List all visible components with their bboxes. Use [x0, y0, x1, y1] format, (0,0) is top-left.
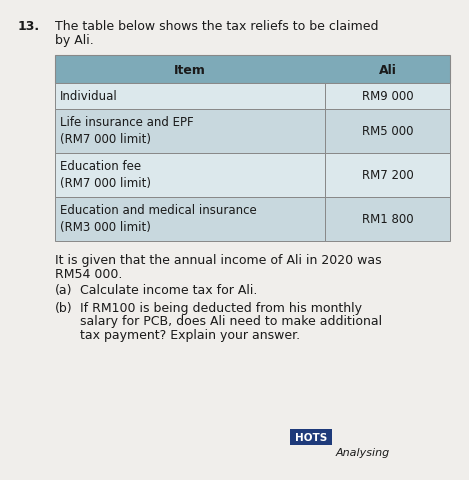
- Text: Calculate income tax for Ali.: Calculate income tax for Ali.: [80, 283, 257, 296]
- Text: RM54 000.: RM54 000.: [55, 267, 122, 280]
- Text: Analysing: Analysing: [336, 447, 390, 457]
- Text: 13.: 13.: [18, 20, 40, 33]
- Text: (b): (b): [55, 301, 73, 314]
- Bar: [325, 198, 450, 241]
- Text: Education fee
(RM7 000 limit): Education fee (RM7 000 limit): [60, 160, 151, 190]
- Text: HOTS: HOTS: [295, 432, 327, 442]
- Text: tax payment? Explain your answer.: tax payment? Explain your answer.: [80, 328, 300, 341]
- Bar: [55, 110, 325, 154]
- Bar: [55, 198, 325, 241]
- Bar: [290, 429, 332, 445]
- Text: RM9 000: RM9 000: [362, 90, 413, 103]
- Bar: [55, 154, 325, 198]
- Bar: [325, 110, 450, 154]
- Bar: [55, 56, 450, 84]
- Text: by Ali.: by Ali.: [55, 34, 94, 47]
- Text: It is given that the annual income of Ali in 2020 was: It is given that the annual income of Al…: [55, 253, 382, 266]
- Text: (a): (a): [55, 283, 73, 296]
- Text: salary for PCB, does Ali need to make additional: salary for PCB, does Ali need to make ad…: [80, 315, 382, 328]
- Text: Item: Item: [174, 63, 206, 76]
- Text: RM7 200: RM7 200: [362, 169, 413, 182]
- Text: RM1 800: RM1 800: [362, 213, 413, 226]
- Bar: [55, 84, 325, 110]
- Bar: [325, 84, 450, 110]
- Bar: [325, 154, 450, 198]
- Text: Education and medical insurance
(RM3 000 limit): Education and medical insurance (RM3 000…: [60, 204, 257, 233]
- Text: If RM100 is being deducted from his monthly: If RM100 is being deducted from his mont…: [80, 301, 362, 314]
- Text: Individual: Individual: [60, 90, 118, 103]
- Text: RM5 000: RM5 000: [362, 125, 413, 138]
- Text: Life insurance and EPF
(RM7 000 limit): Life insurance and EPF (RM7 000 limit): [60, 116, 194, 146]
- Text: The table below shows the tax reliefs to be claimed: The table below shows the tax reliefs to…: [55, 20, 378, 33]
- Text: Ali: Ali: [378, 63, 396, 76]
